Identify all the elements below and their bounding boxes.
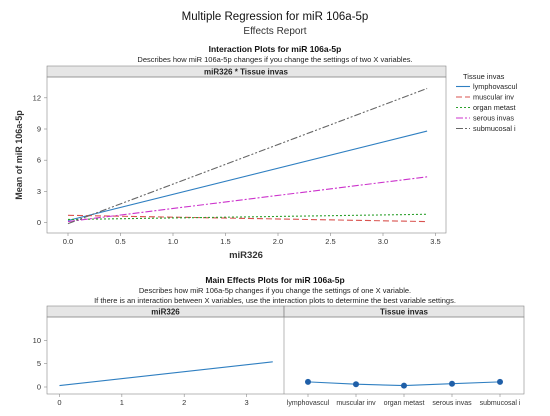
main-effects-mir326-title: miR326 [151, 308, 180, 317]
report-title: Multiple Regression for miR 106a-5p [181, 11, 369, 23]
legend-label-muscular-inv: muscular inv [473, 93, 514, 102]
main-mir326-x-tick-label: 2 [182, 398, 186, 407]
main-effects-section-title: Main Effects Plots for miR 106a-5p [205, 275, 345, 285]
series-line-serous-invas [67, 176, 428, 223]
main-effects-description-line2: If there is an interaction between X var… [94, 296, 456, 305]
interaction-x-axis-label: miR326 [229, 250, 263, 261]
main-effects-description-line1: Describes how miR 106a-5p changes if you… [138, 286, 412, 295]
report-subtitle: Effects Report [243, 26, 307, 37]
interaction-x-tick-label: 0.0 [63, 237, 73, 246]
main-y-tick-label: 0 [37, 383, 41, 392]
interaction-y-tick-label: 12 [33, 93, 41, 102]
main-tissue-x-tick-label: organ metast [384, 400, 425, 407]
main-tissue-x-tick-label: submucosal i [480, 400, 521, 407]
interaction-y-tick-label: 0 [37, 218, 41, 227]
main-y-tick-label: 5 [37, 359, 41, 368]
main-tissue-point-submucosal-i [497, 378, 503, 385]
interaction-y-tick-label: 9 [37, 125, 41, 134]
main-tissue-point-lymphovascul [305, 378, 311, 385]
interaction-plot-frame [46, 76, 447, 234]
legend-label-organ-metast: organ metast [473, 103, 516, 112]
legend-title: Tissue invas [463, 72, 505, 81]
interaction-panel-title: miR326 * Tissue invas [204, 68, 288, 77]
interaction-section-title: Interaction Plots for miR 106a-5p [208, 44, 342, 54]
series-line-submucosal-i [67, 87, 428, 225]
interaction-x-tick-label: 2.0 [273, 237, 283, 246]
main-y-tick-label: 10 [33, 336, 41, 345]
interaction-x-tick-label: 3.5 [430, 237, 440, 246]
legend-label-serous-invas: serous invas [473, 114, 514, 123]
interaction-x-tick-label: 2.5 [325, 237, 335, 246]
legend-label-submucosal-i: submucosal i [473, 124, 516, 133]
main-tissue-point-organ-metast [401, 382, 407, 389]
main-tissue-x-tick-label: serous invas [432, 400, 472, 407]
main-mir326-line [59, 361, 273, 387]
interaction-x-tick-label: 1.0 [168, 237, 178, 246]
main-tissue-point-muscular-inv [353, 381, 359, 388]
interaction-x-tick-label: 3.0 [378, 237, 388, 246]
main-tissue-point-serous-invas [449, 380, 455, 387]
series-line-muscular-inv [67, 214, 428, 223]
interaction-section-description: Describes how miR 106a-5p changes if you… [137, 55, 413, 64]
main-mir326-x-tick-label: 3 [244, 398, 248, 407]
interaction-y-axis-label: Mean of miR 106a-5p [14, 110, 24, 200]
interaction-y-tick-label: 3 [37, 187, 41, 196]
main-mir326-x-tick-label: 0 [57, 398, 61, 407]
main-mir326-x-tick-label: 1 [120, 398, 124, 407]
series-line-lymphovascul [67, 130, 428, 222]
main-effects-frame [46, 316, 525, 395]
interaction-x-tick-label: 0.5 [115, 237, 125, 246]
legend-label-lymphovascul: lymphovascul [473, 82, 518, 91]
main-tissue-x-tick-label: muscular inv [336, 400, 376, 407]
main-tissue-x-tick-label: lymphovascul [287, 400, 330, 407]
interaction-y-tick-label: 6 [37, 156, 41, 165]
interaction-x-tick-label: 1.5 [220, 237, 230, 246]
main-effects-tissue-title: Tissue invas [380, 308, 428, 317]
